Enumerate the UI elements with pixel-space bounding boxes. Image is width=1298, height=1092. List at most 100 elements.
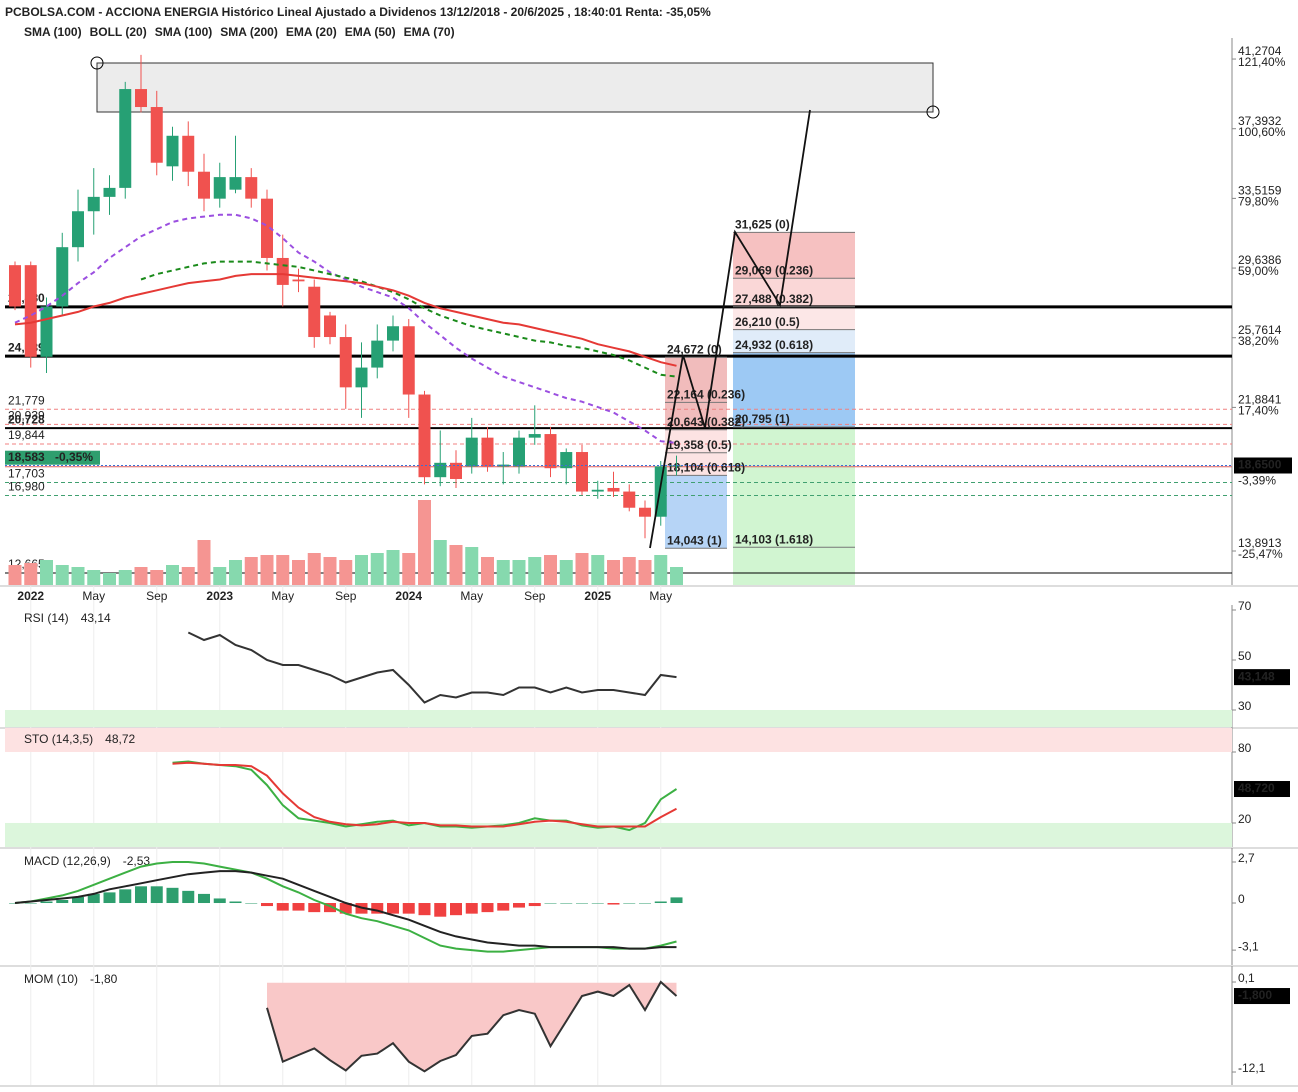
histogram-bar [639, 903, 651, 904]
volume-bar [496, 560, 510, 585]
volume-bar [465, 547, 479, 585]
candle-body [119, 89, 132, 188]
candle-body [434, 462, 447, 478]
candle-body [198, 171, 210, 199]
fib-label: 31,625 (0) [735, 218, 790, 232]
fib-zone [733, 426, 855, 548]
volume-bar [370, 553, 384, 585]
y-tick-label: 41,2704 [1238, 44, 1282, 58]
fib-zone [733, 329, 855, 353]
y-tick-pct: 59,00% [1238, 264, 1279, 278]
candle-body [245, 177, 258, 199]
candle-body [560, 452, 573, 469]
y-tick-label: 33,5159 [1238, 184, 1282, 198]
fib-zone [733, 278, 855, 307]
level-change: -0,35% [55, 450, 93, 464]
legend-entry: SMA (200) [220, 25, 278, 39]
y-tick-label: 0,1 [1238, 971, 1255, 985]
histogram-bar [245, 903, 258, 904]
y-tick-label: 29,6386 [1238, 253, 1282, 267]
histogram-bar [40, 901, 53, 904]
histogram-bar [654, 901, 667, 904]
x-tick-label: May [460, 589, 483, 603]
candle-body [339, 337, 352, 388]
x-tick-label: Sep [146, 589, 168, 603]
histogram-bar [56, 899, 69, 904]
fib-zone [733, 547, 855, 585]
candle-body [9, 265, 21, 307]
histogram-bar [119, 889, 132, 904]
histogram-bar [198, 893, 210, 904]
candle-body [544, 434, 557, 469]
level-label: 16,980 [8, 480, 45, 494]
candle-body [103, 187, 116, 197]
level-label: 20,728 [8, 412, 45, 426]
fib-label: 27,488 (0.382) [735, 292, 813, 306]
y-tick-label: 80 [1238, 741, 1252, 755]
last-value-box [1234, 781, 1290, 798]
y-tick-label: 2,7 [1238, 851, 1255, 865]
histogram-bar [576, 903, 588, 904]
volume-bar [181, 567, 195, 585]
histogram-bar [402, 903, 415, 914]
volume-bar [260, 555, 274, 585]
y-tick-pct: 38,20% [1238, 334, 1279, 348]
x-tick-label: 2024 [395, 589, 422, 603]
drawing-handle [926, 105, 940, 119]
volume-bar [528, 557, 542, 585]
candle-body [40, 306, 53, 357]
candle-body [229, 177, 242, 190]
volume-bar [87, 570, 101, 585]
panel-title: STO (14,3,5) [24, 732, 93, 746]
volume-bar [55, 565, 69, 585]
legend-entry: SMA (100) [24, 25, 82, 39]
candle-body [324, 315, 336, 338]
candle-body [607, 487, 620, 492]
drawing-box [96, 62, 934, 113]
indicator-line [14, 870, 677, 950]
candle-body [308, 286, 321, 338]
x-tick-label: Sep [335, 589, 357, 603]
level-label: 21,779 [8, 393, 45, 407]
fib-label: 18,104 (0.618) [667, 460, 745, 474]
histogram-bar [481, 903, 494, 913]
panel-value: 43,14 [81, 611, 111, 625]
last-value-box [1234, 988, 1290, 1005]
chart-title: PCBOLSA.COM - ACCIONA ENERGIA Histórico … [5, 5, 711, 19]
legend-entry: BOLL (20) [90, 25, 147, 39]
histogram-bar [166, 887, 179, 904]
fib-label: 29,069 (0.236) [735, 263, 813, 277]
volume-bar [481, 557, 494, 585]
volume-bar [418, 500, 431, 585]
x-tick-label: 2025 [584, 589, 611, 603]
legend-entry: EMA (20) [286, 25, 337, 39]
fib-zone [665, 475, 727, 549]
histogram-bar [418, 903, 431, 916]
histogram-bar [103, 892, 116, 904]
ema-line [14, 273, 677, 367]
histogram-bar [670, 897, 683, 904]
candle-body [418, 394, 431, 478]
y-tick-label: -3,1 [1238, 939, 1259, 953]
candle-body [528, 434, 541, 438]
x-tick-label: May [649, 589, 672, 603]
candle-body [56, 247, 69, 307]
volume-bar [323, 557, 337, 585]
candle-body [87, 196, 100, 212]
volume-bar [512, 560, 526, 585]
zone [5, 710, 1232, 727]
area-fill [267, 982, 677, 1072]
volume-bar [276, 555, 290, 585]
y-tick-label: 70 [1238, 599, 1252, 613]
histogram-bar [371, 903, 384, 914]
candle-body [166, 135, 179, 167]
x-tick-label: 2022 [17, 589, 44, 603]
last-value-label: 48,720 [1238, 781, 1275, 795]
y-tick-label: 50 [1238, 649, 1252, 663]
histogram-bar [72, 896, 84, 904]
fib-label: 14,043 (1) [667, 533, 722, 547]
volume-bar [134, 567, 148, 585]
candle-body [387, 326, 399, 341]
candle-body [513, 437, 525, 467]
